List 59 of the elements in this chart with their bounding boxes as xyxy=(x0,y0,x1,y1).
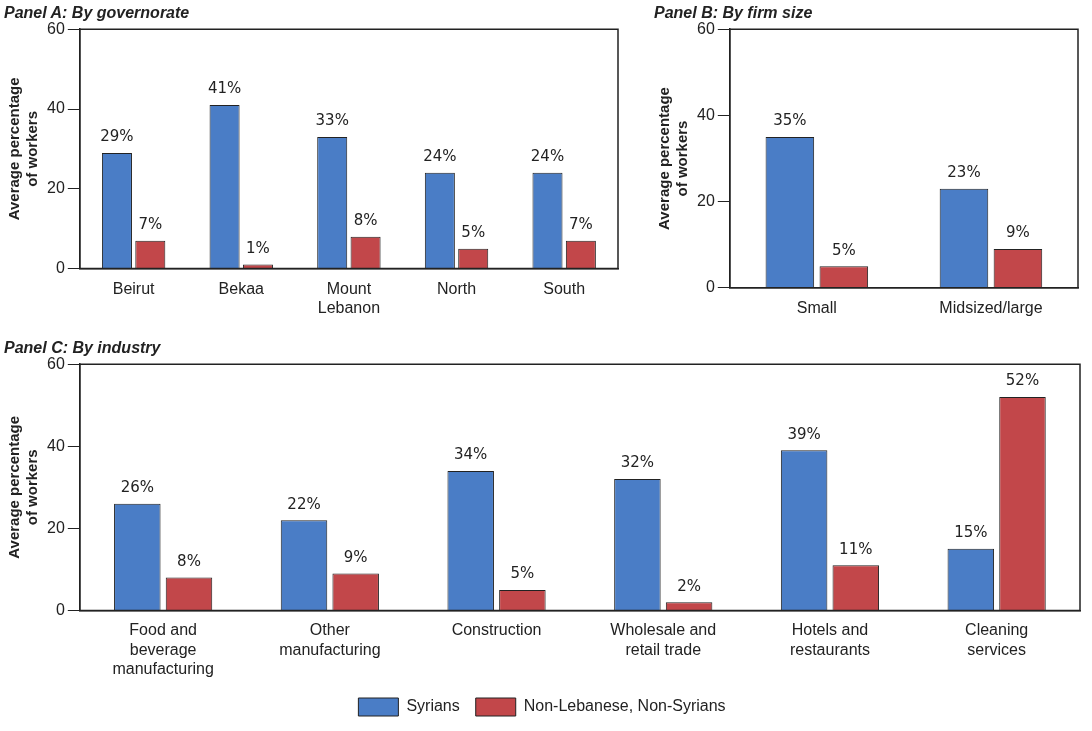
data-label: 35% xyxy=(773,111,807,130)
data-label: 1% xyxy=(246,239,270,257)
y-tick-label: 0 xyxy=(55,600,65,618)
y-tick-label: 20 xyxy=(47,518,65,536)
data-label: 26% xyxy=(120,478,154,497)
x-tick-label: Small xyxy=(796,298,837,316)
data-label: 24% xyxy=(530,147,565,166)
y-tick-label: 60 xyxy=(697,19,715,37)
data-label: 8% xyxy=(353,211,378,230)
data-label: 22% xyxy=(287,494,321,513)
data-label: 24% xyxy=(423,147,457,166)
legend-label: Non-Lebanese, Non-Syrians xyxy=(523,697,726,715)
y-tick-label: 20 xyxy=(697,192,715,210)
data-label: 34% xyxy=(454,445,488,464)
data-label: 29% xyxy=(100,127,134,146)
data-label: 41% xyxy=(207,79,242,98)
data-label: 2% xyxy=(677,576,701,595)
y-tick-label: 60 xyxy=(47,354,65,372)
y-tick-label: 0 xyxy=(705,278,715,296)
y-tick-label: 40 xyxy=(697,105,715,123)
data-label: 32% xyxy=(620,453,655,472)
data-label: 5% xyxy=(831,240,856,259)
data-label: 33% xyxy=(315,111,349,130)
x-tick-label: Hotels and restaurants xyxy=(789,621,870,658)
data-label: 5% xyxy=(510,564,535,583)
chart-title: Panel A: By governorate xyxy=(4,4,190,22)
y-tick-label: 20 xyxy=(47,179,65,197)
y-axis-title: Average percentage of workers xyxy=(5,415,41,559)
data-label: 7% xyxy=(138,215,163,234)
x-tick-label: Beirut xyxy=(112,279,156,297)
data-label: 9% xyxy=(343,547,368,566)
data-label: 23% xyxy=(947,163,981,182)
y-tick-label: 60 xyxy=(47,19,65,37)
data-label: 52% xyxy=(1005,371,1040,390)
x-tick-label: Mount Lebanon xyxy=(317,279,381,316)
data-label: 39% xyxy=(787,424,821,443)
x-tick-label: Cleaning services xyxy=(965,621,1029,658)
x-tick-label: Food and beverage manufacturing xyxy=(112,621,214,677)
data-label: 5% xyxy=(461,223,486,242)
x-tick-label: North xyxy=(436,279,477,297)
data-label: 15% xyxy=(954,523,988,542)
x-tick-label: Construction xyxy=(451,621,542,639)
data-label: 8% xyxy=(177,551,201,570)
chart-title: Panel C: By industry xyxy=(4,339,162,357)
y-tick-label: 0 xyxy=(55,259,65,277)
y-axis-title: Average percentage of workers xyxy=(5,77,41,221)
chart-title: Panel B: By firm size xyxy=(654,4,813,22)
data-label: 9% xyxy=(1006,223,1030,242)
x-tick-label: Bekaa xyxy=(218,279,265,297)
y-tick-label: 40 xyxy=(47,436,65,454)
data-label: 7% xyxy=(568,215,593,234)
legend-label: Syrians xyxy=(406,697,460,715)
y-tick-label: 40 xyxy=(47,99,65,117)
x-tick-label: South xyxy=(543,279,586,297)
x-tick-label: Wholesale and retail trade xyxy=(610,621,717,658)
y-axis-title: Average percentage of workers xyxy=(655,87,691,230)
x-tick-label: Midsized/large xyxy=(939,298,1043,316)
x-tick-label: Other manufacturing xyxy=(279,621,381,658)
data-label: 11% xyxy=(839,539,873,558)
